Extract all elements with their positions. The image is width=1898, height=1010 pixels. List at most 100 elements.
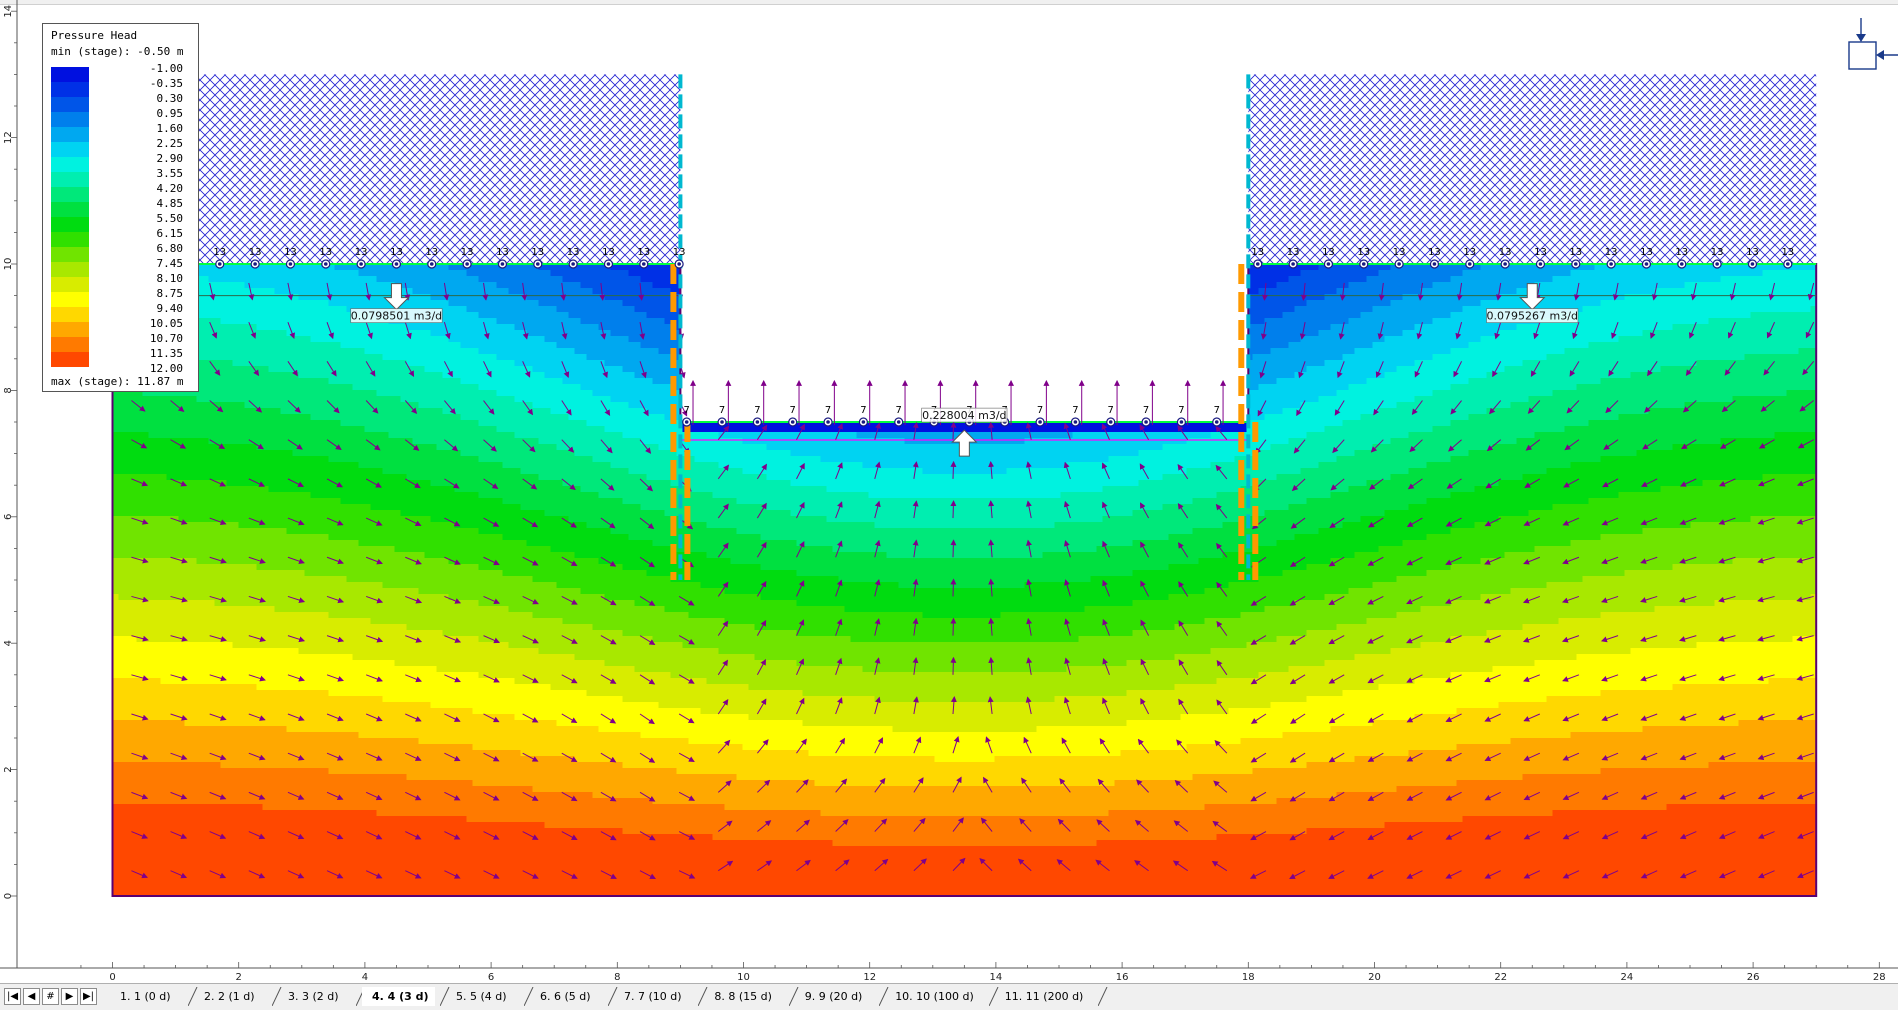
x-tick-label: 16 <box>1116 972 1129 983</box>
legend-value: 4.20 <box>97 181 187 196</box>
x-tick-label: 0 <box>109 972 115 983</box>
stage-tab[interactable]: 3. 3 (2 d) <box>278 987 345 1006</box>
stage-tab[interactable]: 1. 1 (0 d) <box>110 987 177 1006</box>
prev-stage-button[interactable]: ◀ <box>23 988 40 1005</box>
boundary-label: 13 <box>1463 247 1476 258</box>
legend-value: 7.45 <box>97 256 187 271</box>
stage-tab[interactable]: 6. 6 (5 d) <box>530 987 597 1006</box>
legend-swatches <box>51 67 89 367</box>
head-boundary-marker: 13 <box>390 247 403 268</box>
head-boundary-marker: 13 <box>1428 247 1441 268</box>
boundary-label: 13 <box>319 247 332 258</box>
legend-swatch <box>51 247 89 262</box>
legend-min-text: min (stage): -0.50 m <box>51 45 183 58</box>
y-tick-label: 4 <box>3 640 14 646</box>
first-stage-button[interactable]: |◀ <box>4 988 21 1005</box>
flow-arrow <box>953 423 954 440</box>
legend-swatch <box>51 172 89 187</box>
stage-tab[interactable]: 8. 8 (15 d) <box>704 987 778 1006</box>
legend-value: 10.70 <box>97 331 187 346</box>
x-tick-label: 28 <box>1873 972 1886 983</box>
stage-tab[interactable]: 7. 7 (10 d) <box>614 987 688 1006</box>
boundary-label: 13 <box>1781 247 1794 258</box>
head-boundary-marker: 13 <box>425 247 438 268</box>
stage-tab[interactable]: 11. 11 (200 d) <box>995 987 1090 1006</box>
legend-value: 10.05 <box>97 316 187 331</box>
fill-block-right <box>1248 74 1816 264</box>
boundary-label: 13 <box>425 247 438 258</box>
x-tick-label: 8 <box>614 972 620 983</box>
head-boundary-marker: 13 <box>213 247 226 268</box>
head-boundary-marker: 7 <box>895 405 903 426</box>
stage-number-button[interactable]: # <box>42 988 59 1005</box>
head-boundary-marker: 13 <box>1499 247 1512 268</box>
legend-value: 0.30 <box>97 91 187 106</box>
y-tick-label: 0 <box>3 893 14 899</box>
stage-tab[interactable]: 10. 10 (100 d) <box>885 987 980 1006</box>
head-boundary-marker: 13 <box>1605 247 1618 268</box>
y-tick-label: 12 <box>3 131 14 144</box>
boundary-label: 7 <box>896 405 902 416</box>
boundary-label: 13 <box>673 247 686 258</box>
head-boundary-marker: 7 <box>1213 405 1221 426</box>
x-tick-label: 14 <box>990 972 1003 983</box>
head-boundary-marker: 13 <box>1463 247 1476 268</box>
legend-value: 12.00 <box>97 361 187 376</box>
legend-value: 11.35 <box>97 346 187 361</box>
boundary-label: 13 <box>355 247 368 258</box>
head-boundary-marker: 13 <box>1251 247 1264 268</box>
stage-tab[interactable]: 2. 2 (1 d) <box>194 987 261 1006</box>
y-tick-label: 14 <box>3 5 14 18</box>
head-boundary-marker: 13 <box>1711 247 1724 268</box>
legend-swatch <box>51 82 89 97</box>
legend-swatch <box>51 352 89 367</box>
boundary-label: 13 <box>1251 247 1264 258</box>
x-tick-label: 22 <box>1494 972 1507 983</box>
head-boundary-marker: 13 <box>1322 247 1335 268</box>
boundary-label: 13 <box>567 247 580 258</box>
flow-arrow <box>953 619 954 636</box>
model-canvas[interactable]: 13 13 13 13 13 13 13 13 13 13 13 13 13 13 13 13 13 13 13 13… <box>0 0 1898 983</box>
boundary-label: 7 <box>860 405 866 416</box>
legend-value: 8.10 <box>97 271 187 286</box>
flux-value: 0.0795267 m3/d <box>1487 310 1578 323</box>
boundary-label: 7 <box>754 405 760 416</box>
head-boundary-marker: 7 <box>753 405 761 426</box>
head-boundary-marker: 13 <box>319 247 332 268</box>
head-boundary-marker: 13 <box>1675 247 1688 268</box>
stage-tab[interactable]: 4. 4 (3 d) <box>362 987 435 1006</box>
head-boundary-marker: 7 <box>683 405 691 426</box>
boundary-label: 13 <box>1605 247 1618 258</box>
last-stage-button[interactable]: ▶| <box>80 988 97 1005</box>
boundary-label: 13 <box>1569 247 1582 258</box>
legend-swatch <box>51 277 89 292</box>
x-tick-label: 2 <box>236 972 242 983</box>
head-boundary-marker: 13 <box>602 247 615 268</box>
stage-tab[interactable]: 9. 9 (20 d) <box>795 987 869 1006</box>
head-boundary-marker: 13 <box>496 247 509 268</box>
legend-max-text: max (stage): 11.87 m <box>51 375 183 388</box>
head-boundary-marker: 7 <box>859 405 867 426</box>
head-boundary-marker: 13 <box>1640 247 1653 268</box>
head-boundary-marker: 7 <box>1177 405 1185 426</box>
legend-value: 9.40 <box>97 301 187 316</box>
flow-arrow <box>953 579 954 596</box>
head-boundary-marker: 13 <box>284 247 297 268</box>
head-boundary-marker: 13 <box>1534 247 1547 268</box>
head-boundary-marker: 13 <box>1746 247 1759 268</box>
flux-value: 0.228004 m3/d <box>922 409 1006 422</box>
boundary-label: 13 <box>213 247 226 258</box>
x-tick-label: 24 <box>1621 972 1634 983</box>
head-boundary-marker: 13 <box>355 247 368 268</box>
boundary-label: 13 <box>249 247 262 258</box>
legend-swatch <box>51 337 89 352</box>
boundary-label: 7 <box>1143 405 1149 416</box>
legend-value: -0.35 <box>97 76 187 91</box>
boundary-label: 13 <box>602 247 615 258</box>
head-boundary-marker: 7 <box>1071 405 1079 426</box>
head-boundary-marker: 13 <box>637 247 650 268</box>
head-boundary-marker: 13 <box>1393 247 1406 268</box>
stage-tab[interactable]: 5. 5 (4 d) <box>446 987 513 1006</box>
next-stage-button[interactable]: ▶ <box>61 988 78 1005</box>
